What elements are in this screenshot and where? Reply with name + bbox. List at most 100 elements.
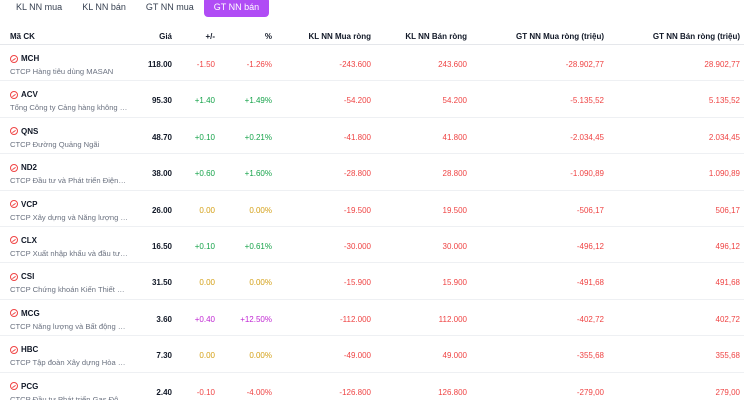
- gt-net-buy-cell: -506,17: [576, 205, 604, 215]
- gt-net-buy-cell: -279,00: [576, 387, 604, 397]
- stock-symbol[interactable]: CSI: [21, 272, 35, 282]
- kl-net-buy-cell: -112.000: [340, 314, 371, 324]
- kl-net-sell-cell: 28.800: [442, 169, 467, 179]
- stock-symbol[interactable]: HBC: [21, 345, 39, 355]
- tab-gt-nn-ban[interactable]: GT NN bán: [203, 0, 270, 17]
- symbol-cell[interactable]: ND2: [10, 163, 37, 172]
- kl-net-sell-cell: 15.900: [442, 278, 467, 288]
- table-row[interactable]: ND2 CTCP Đầu tư và Phát triển Điện Miền B…: [0, 154, 744, 191]
- stock-symbol[interactable]: MCG: [21, 308, 40, 318]
- no-entry-icon: [10, 309, 18, 318]
- kl-net-buy-cell: -28.800: [343, 169, 371, 179]
- change-cell: 0.00: [199, 351, 215, 361]
- gt-net-buy-cell: -496,12: [576, 241, 604, 251]
- gt-net-sell-cell: 5.135,52: [708, 96, 740, 106]
- gt-net-buy-cell: -1.090,89: [570, 169, 604, 179]
- price-cell: 118.00: [147, 60, 172, 69]
- table-row[interactable]: HBC CTCP Tập đoàn Xây dựng Hòa Bình 7.30 0.…: [0, 336, 744, 373]
- header-percent[interactable]: %: [264, 32, 272, 41]
- kl-net-buy-cell: -41.800: [343, 132, 371, 142]
- change-cell: -0.10: [196, 387, 215, 397]
- symbol-cell[interactable]: MCG: [10, 309, 40, 318]
- tab-gt-nn-mua[interactable]: GT NN mua: [145, 2, 194, 12]
- gt-net-buy-cell: -355,68: [576, 351, 604, 361]
- stock-symbol[interactable]: CLX: [21, 235, 37, 245]
- header-kl-net-buy[interactable]: KL NN Mua ròng: [308, 32, 371, 41]
- table-row[interactable]: MCH CTCP Hàng tiêu dùng MASAN 118.00 -1.50 -…: [0, 45, 744, 82]
- symbol-cell[interactable]: CSI: [10, 272, 34, 281]
- price-cell: 38.00: [151, 169, 172, 179]
- gt-net-sell-cell: 355,68: [715, 351, 740, 361]
- percent-cell: +0.61%: [244, 241, 272, 251]
- no-entry-icon: [10, 200, 18, 209]
- change-cell: +0.10: [194, 132, 215, 142]
- percent-cell: -1.26%: [246, 60, 272, 69]
- gt-net-sell-cell: 28.902,77: [704, 60, 740, 69]
- kl-net-buy-cell: -126.800: [339, 387, 371, 397]
- percent-cell: +12.50%: [240, 314, 272, 324]
- gt-net-buy-cell: -5.135,52: [570, 96, 604, 106]
- percent-cell: 0.00%: [249, 205, 272, 215]
- kl-net-sell-cell: 19.500: [442, 205, 467, 215]
- tab-kl-nn-ban[interactable]: KL NN bán: [82, 2, 126, 12]
- symbol-cell[interactable]: PCG: [10, 382, 38, 391]
- stock-symbol[interactable]: QNS: [21, 126, 39, 136]
- company-name: CTCP Chứng khoán Kiến Thiết Việt Nam: [10, 285, 128, 295]
- table-row[interactable]: QNS CTCP Đường Quảng Ngãi 48.70 +0.10 +0.21%…: [0, 118, 744, 155]
- stock-symbol[interactable]: ACV: [21, 90, 38, 100]
- kl-net-sell-cell: 30.000: [442, 241, 467, 251]
- header-kl-net-sell[interactable]: KL NN Bán ròng: [405, 32, 467, 41]
- no-entry-icon: [10, 272, 18, 281]
- stock-symbol[interactable]: MCH: [21, 54, 40, 63]
- percent-cell: -4.00%: [246, 387, 272, 397]
- tab-kl-nn-mua[interactable]: KL NN mua: [16, 2, 63, 12]
- kl-net-buy-cell: -19.500: [343, 205, 371, 215]
- symbol-cell[interactable]: QNS: [10, 127, 38, 136]
- symbol-cell[interactable]: ACV: [10, 90, 38, 99]
- price-cell: 16.50: [151, 241, 172, 251]
- kl-net-sell-cell: 49.000: [442, 351, 467, 361]
- change-cell: 0.00: [199, 205, 215, 215]
- header-gt-net-buy[interactable]: GT NN Mua ròng (triệu): [516, 32, 604, 41]
- table-row[interactable]: CSI CTCP Chứng khoán Kiến Thiết Việt Nam 3…: [0, 263, 744, 300]
- symbol-cell[interactable]: MCH: [10, 54, 39, 63]
- change-cell: -1.50: [196, 60, 215, 69]
- kl-net-buy-cell: -15.900: [343, 278, 371, 288]
- symbol-cell[interactable]: CLX: [10, 236, 37, 245]
- stock-symbol[interactable]: VCP: [21, 199, 38, 209]
- company-name: CTCP Đầu tư Phát triển Gas Đô thị: [10, 394, 128, 400]
- tab-bar: KL NN mua KL NN bán GT NN mua GT NN bán: [6, 0, 270, 17]
- header-change[interactable]: +/-: [205, 32, 215, 41]
- price-cell: 31.50: [151, 278, 172, 288]
- kl-net-buy-cell: -30.000: [343, 241, 371, 251]
- gt-net-buy-cell: -28.902,77: [565, 60, 604, 69]
- table-row[interactable]: VCP CTCP Xây dựng và Năng lượng VCP 26.00 0…: [0, 191, 744, 227]
- header-symbol[interactable]: Mã CK: [10, 32, 35, 41]
- percent-cell: 0.00%: [249, 351, 272, 361]
- company-name: CTCP Hàng tiêu dùng MASAN: [10, 67, 114, 76]
- change-cell: +0.40: [194, 314, 215, 324]
- price-cell: 48.70: [151, 132, 172, 142]
- stock-symbol[interactable]: PCG: [21, 381, 39, 391]
- stock-symbol[interactable]: ND2: [21, 163, 38, 173]
- price-cell: 26.00: [151, 205, 172, 215]
- gt-net-buy-cell: -2.034,45: [570, 132, 604, 142]
- header-price[interactable]: Giá: [159, 32, 172, 41]
- table-row[interactable]: ACV Tổng Công ty Cảng hàng không Việt Nam…: [0, 81, 744, 118]
- gt-net-sell-cell: 496,12: [715, 241, 740, 251]
- table-row[interactable]: CLX CTCP Xuất nhập khẩu và đầu tư Chợ Lớn…: [0, 227, 744, 264]
- gt-net-sell-cell: 1.090,89: [708, 169, 740, 179]
- no-entry-icon: [10, 345, 18, 354]
- no-entry-icon: [10, 127, 18, 136]
- company-name: CTCP Xây dựng và Năng lượng VCP: [10, 212, 128, 222]
- change-cell: +1.40: [194, 96, 215, 106]
- kl-net-buy-cell: -49.000: [343, 351, 371, 361]
- price-cell: 7.30: [156, 351, 172, 361]
- symbol-cell[interactable]: VCP: [10, 200, 37, 209]
- symbol-cell[interactable]: HBC: [10, 345, 38, 354]
- table-row[interactable]: MCG CTCP Năng lượng và Bất động sản MCG 3.…: [0, 300, 744, 337]
- gt-net-sell-cell: 491,68: [715, 278, 740, 288]
- table-row[interactable]: PCG CTCP Đầu tư Phát triển Gas Đô thị 2.40…: [0, 373, 744, 400]
- header-gt-net-sell[interactable]: GT NN Bán ròng (triệu): [652, 32, 740, 41]
- price-cell: 95.30: [151, 96, 172, 106]
